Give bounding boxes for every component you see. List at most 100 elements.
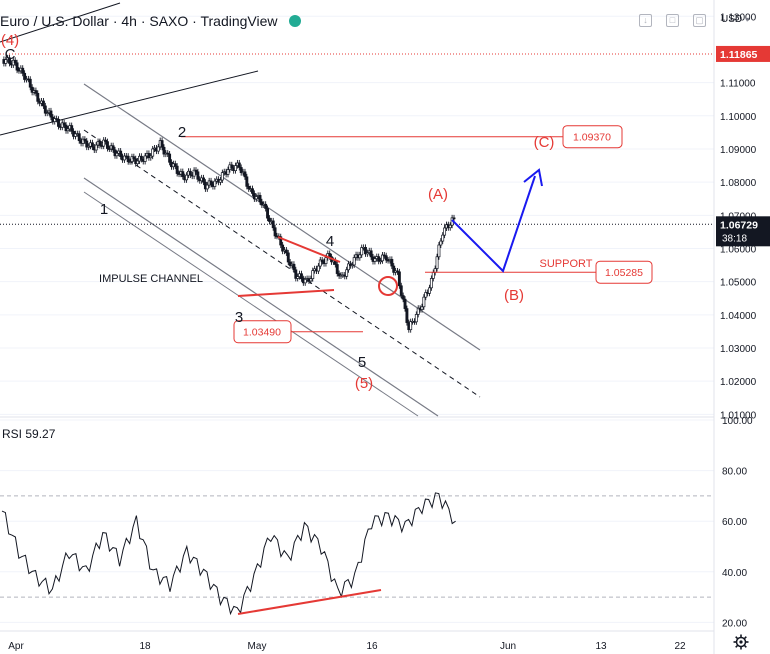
candle-body: [431, 272, 435, 279]
candle-body: [380, 254, 384, 262]
candle-body: [260, 201, 264, 206]
candle-body: [350, 264, 354, 267]
wave-label: 3: [235, 309, 243, 326]
candle-body: [358, 254, 362, 259]
candle-body: [264, 203, 268, 209]
candle-body: [286, 252, 290, 263]
candle-body: [70, 125, 74, 132]
wave-label: 2: [178, 124, 186, 141]
candle-body: [377, 256, 381, 262]
candle-body: [273, 227, 277, 237]
channel-mid: [83, 129, 481, 398]
candle-body: [396, 270, 399, 273]
candle-body: [192, 169, 196, 177]
candle-body: [441, 234, 445, 242]
candle-body: [13, 59, 17, 64]
candle-body: [53, 118, 57, 122]
candle-body: [422, 296, 426, 308]
candle-body: [49, 110, 53, 118]
candle-body: [435, 256, 439, 269]
rsi-series: [0, 492, 714, 616]
candle-body: [90, 142, 94, 148]
candle-body: [132, 156, 136, 160]
market-open-icon: [289, 15, 302, 27]
rsi-tick-label: 80.00: [722, 467, 747, 478]
arrow-down-icon[interactable]: ↓: [639, 14, 652, 27]
wave-label: 4: [326, 233, 334, 250]
triangle-lower: [237, 289, 335, 297]
price-tick-label: 1.05000: [720, 278, 757, 289]
low-value: 1.03490: [243, 327, 281, 339]
candle-body: [220, 172, 224, 181]
candle-body: [202, 177, 205, 183]
currency-selector[interactable]: USD ▾: [721, 14, 749, 25]
candle-body: [36, 93, 40, 102]
wave-label: C: [5, 46, 16, 63]
impulse-channel-lines: [0, 2, 481, 417]
candle-body: [122, 155, 126, 161]
candle-body: [126, 155, 130, 163]
triangle-upper: [277, 236, 341, 263]
candle-body: [397, 271, 401, 287]
price-badge: [716, 45, 770, 62]
gear-icon[interactable]: [733, 634, 749, 650]
candle-body: [166, 152, 170, 155]
candle-body: [318, 259, 322, 267]
candle-body: [384, 255, 388, 261]
candle-body: [30, 86, 34, 93]
candle-body: [87, 145, 91, 148]
candle-body: [399, 285, 403, 296]
candle-body: [196, 171, 200, 180]
maximize-icon[interactable]: ▢: [693, 14, 706, 27]
candle-body: [416, 307, 420, 315]
candle-body: [373, 258, 377, 262]
candle-body: [173, 163, 177, 167]
candle-body: [245, 176, 249, 187]
time-tick-label: Apr: [8, 641, 24, 652]
time-tick-label: 22: [674, 641, 686, 652]
rsi-tick-label: 60.00: [722, 517, 747, 528]
candle-body: [335, 264, 339, 274]
upper-trend-line-2: [0, 70, 259, 136]
candle-body: [28, 78, 32, 88]
price-badge-label: 1.11865: [720, 49, 758, 61]
candle-body: [300, 273, 303, 280]
chevron-down-icon: ▾: [745, 15, 750, 24]
level-lines: 1.09370 1.05285 SUPPORT 1.03490: [0, 53, 714, 344]
candle-body: [143, 155, 147, 162]
candle-body: [405, 308, 409, 323]
wave-label: (4): [1, 32, 19, 49]
restore-icon[interactable]: □: [666, 14, 679, 27]
candle-body: [34, 90, 38, 94]
candle-body: [83, 138, 87, 142]
candle-body: [111, 145, 115, 151]
projection-arrow: [523, 168, 543, 187]
candle-body: [73, 133, 77, 137]
candle-body: [303, 278, 307, 284]
rsi-value: 59.27: [25, 427, 56, 441]
support-tag: SUPPORT: [540, 258, 593, 270]
candle-body: [439, 240, 443, 246]
candle-body: [119, 150, 123, 157]
candle-body: [209, 180, 213, 185]
chart-title: Euro / U.S. Dollar · 4h · SAXO · Trading…: [0, 13, 302, 29]
candle-body: [213, 180, 217, 187]
candle-body: [437, 244, 441, 258]
candle-body: [288, 261, 292, 266]
candle-body: [345, 269, 349, 277]
candle-body: [279, 236, 283, 246]
candle-body: [85, 140, 89, 148]
candle-body: [284, 249, 288, 254]
candle-body: [294, 269, 298, 279]
price-badge-label: 1.06729: [720, 219, 758, 231]
wave-label: (A): [428, 186, 448, 203]
channel-top: [83, 83, 481, 351]
grid: [0, 15, 770, 632]
candle-body: [130, 156, 134, 162]
candle-body: [352, 257, 356, 266]
candle-body: [424, 292, 428, 298]
candle-body: [94, 144, 98, 151]
candle-body: [452, 217, 456, 220]
candle-body: [443, 227, 447, 236]
